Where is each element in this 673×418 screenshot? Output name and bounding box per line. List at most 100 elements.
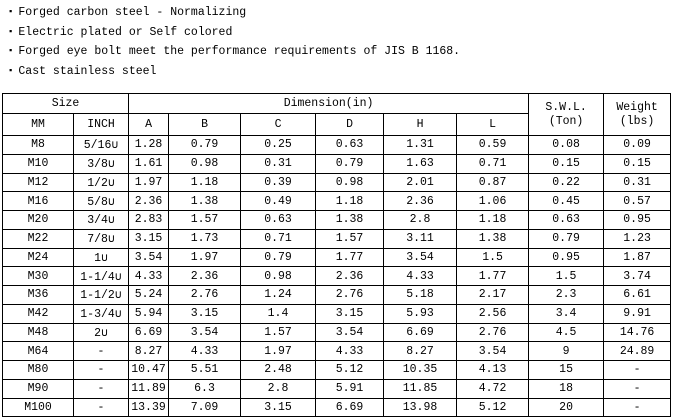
- value-cell: 1.38: [168, 191, 242, 211]
- value-cell: 0.63: [528, 210, 605, 230]
- value-cell: 0.15: [603, 153, 672, 174]
- value-cell: 1.63: [383, 153, 458, 174]
- bullet-square-icon: ▪: [8, 7, 14, 18]
- size-mm-cell: M30: [2, 266, 74, 286]
- value-cell: 11.85: [383, 378, 458, 399]
- value-cell: 2.01: [383, 172, 458, 193]
- value-cell: 1∪: [72, 247, 130, 268]
- value-cell: 1.57: [240, 322, 317, 343]
- table-row: M48 2∪ 6.69 3.54 1.57 3.54 6.69 2.76 4.5 14.76: [2, 322, 672, 343]
- value-cell: -: [72, 360, 130, 380]
- table-row: M24 1∪ 3.54 1.97 0.79 1.77 3.54 1.5 0.95 1.87: [2, 247, 672, 268]
- note-item: ▪ Forged eye bolt meet the performance re…: [8, 42, 460, 62]
- value-cell: 2.8: [240, 378, 317, 399]
- value-cell: 2∪: [72, 322, 130, 343]
- value-cell: 0.45: [528, 191, 605, 211]
- value-cell: 2.17: [456, 285, 530, 305]
- note-item: ▪ Forged carbon steel - Normalizing: [8, 3, 460, 23]
- value-cell: 10.47: [128, 360, 170, 380]
- size-mm-cell: M16: [2, 191, 74, 211]
- table-row: M80-10.47 5.51 2.48 5.12 10.35 4.13 15-: [2, 360, 672, 380]
- value-cell: 1.18: [168, 172, 242, 193]
- value-cell: -: [72, 397, 130, 418]
- size-mm-cell: M8: [2, 135, 74, 155]
- value-cell: 0.08: [528, 135, 605, 155]
- note-text: Forged carbon steel - Normalizing: [18, 6, 247, 20]
- value-cell: 1.06: [456, 191, 530, 211]
- value-cell: 0.22: [528, 172, 605, 193]
- value-cell: 13.39: [128, 397, 170, 418]
- size-mm-cell: M48: [2, 322, 74, 343]
- value-cell: 3/4∪: [72, 210, 130, 230]
- value-cell: 5.93: [383, 303, 458, 324]
- size-mm-cell: M10: [2, 153, 74, 174]
- value-cell: 1.38: [456, 228, 530, 249]
- table-row: M20 3/4∪ 2.83 1.57 0.63 1.38 2.8 1.18 0.63 0.95: [2, 210, 672, 230]
- value-cell: 1.23: [603, 228, 672, 249]
- swl-unit-label: (Ton): [548, 114, 584, 128]
- weight-unit-label: (lbs): [619, 114, 655, 128]
- swl-label: S.W.L.: [545, 100, 587, 114]
- size-mm-cell: M22: [2, 228, 74, 249]
- value-cell: -: [603, 378, 672, 399]
- value-cell: 4.5: [528, 322, 605, 343]
- value-cell: 1.4: [240, 303, 317, 324]
- value-cell: 6.69: [128, 322, 170, 343]
- value-cell: -: [72, 341, 130, 361]
- value-cell: 1.61: [128, 153, 170, 174]
- value-cell: 0.98: [315, 172, 385, 193]
- value-cell: 1-1/4∪: [72, 266, 130, 286]
- value-cell: 0.79: [168, 135, 242, 155]
- value-cell: 5.91: [315, 378, 385, 399]
- subcolumn-header-inch: INCH: [72, 113, 130, 136]
- value-cell: 0.98: [240, 266, 317, 286]
- value-cell: 0.71: [240, 228, 317, 249]
- value-cell: 5.12: [456, 397, 530, 418]
- value-cell: 0.79: [315, 153, 385, 174]
- value-cell: 0.39: [240, 172, 317, 193]
- note-text: Electric plated or Self colored: [18, 25, 233, 39]
- value-cell: 2.8: [383, 210, 458, 230]
- swl-column-header: S.W.L. (Ton): [528, 93, 605, 136]
- table-row: M16 5/8∪ 2.36 1.38 0.49 1.18 2.36 1.06 0.45 0.57: [2, 191, 672, 211]
- value-cell: 3.74: [603, 266, 672, 286]
- value-cell: 4.13: [456, 360, 530, 380]
- value-cell: 0.79: [528, 228, 605, 249]
- value-cell: 0.09: [603, 135, 672, 155]
- value-cell: 5.24: [128, 285, 170, 305]
- value-cell: 1.77: [456, 266, 530, 286]
- value-cell: 7/8∪: [72, 228, 130, 249]
- value-cell: 5/16∪: [72, 135, 130, 155]
- value-cell: 2.83: [128, 210, 170, 230]
- value-cell: 1.97: [128, 172, 170, 193]
- value-cell: 2.56: [456, 303, 530, 324]
- size-column-group-header: Size: [1, 93, 130, 114]
- subcolumn-header-h: H: [383, 113, 458, 136]
- value-cell: 0.49: [240, 191, 317, 211]
- value-cell: 0.31: [240, 153, 317, 174]
- value-cell: 24.89: [603, 341, 672, 361]
- value-cell: 4.72: [456, 378, 530, 399]
- bullet-square-icon: ▪: [8, 26, 14, 37]
- spec-table-body: M8 5/16∪ 1.28 0.79 0.25 0.63 1.31 0.59 0.08 0.09 M…: [2, 135, 672, 418]
- value-cell: 1.24: [240, 285, 317, 305]
- table-row: M90-11.89 6.3 2.8 5.91 11.85 4.72 18-: [2, 378, 672, 399]
- value-cell: 18: [528, 378, 605, 399]
- weight-label: Weight: [616, 100, 658, 114]
- eye-bolt-spec-table: Size Dimension(in) S.W.L. (Ton) Weight (…: [1, 93, 672, 418]
- value-cell: 11.89: [128, 378, 170, 399]
- value-cell: 1.97: [168, 247, 242, 268]
- value-cell: 4.33: [383, 266, 458, 286]
- subcolumn-header-a: A: [128, 113, 170, 136]
- note-text: Cast stainless steel: [18, 64, 157, 78]
- value-cell: 2.48: [240, 360, 317, 380]
- value-cell: 15: [528, 360, 605, 380]
- value-cell: 0.63: [240, 210, 317, 230]
- size-mm-cell: M24: [2, 247, 74, 268]
- value-cell: 1.5: [456, 247, 530, 268]
- value-cell: 13.98: [383, 397, 458, 418]
- table-row: M12 1/2∪ 1.97 1.18 0.39 0.98 2.01 0.87 0.22 0.31: [2, 172, 672, 193]
- bullet-square-icon: ▪: [8, 65, 14, 76]
- value-cell: 3.54: [383, 247, 458, 268]
- value-cell: 0.63: [315, 135, 385, 155]
